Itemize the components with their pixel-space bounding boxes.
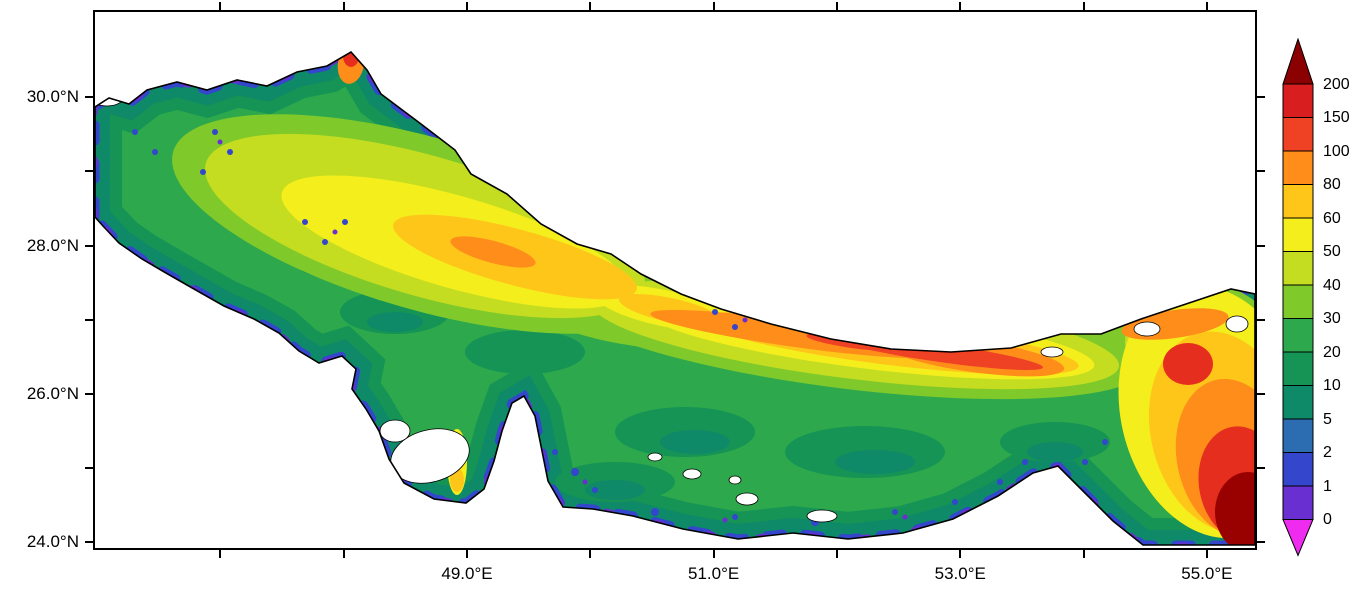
y-tick [1255, 467, 1265, 470]
coastline [95, 50, 1255, 546]
colorbar-cell [1282, 117, 1314, 152]
colorbar-cell [1282, 318, 1314, 353]
colorbar-cell [1282, 251, 1314, 286]
y-tick [85, 318, 95, 321]
y-tick [1255, 170, 1265, 173]
colorbar-cell [1282, 184, 1314, 219]
colorbar-label: 80 [1323, 176, 1341, 193]
x-tick [1205, 548, 1208, 558]
x-tick [589, 2, 592, 12]
colorbar-label: 20 [1323, 343, 1341, 361]
gulf-map [95, 50, 1255, 546]
colorbar-label: 100 [1323, 142, 1350, 160]
x-tick [342, 2, 345, 12]
plot-frame [93, 10, 1257, 550]
y-tick [1255, 541, 1265, 544]
colorbar-label: 150 [1323, 109, 1350, 126]
colorbar-cell [1282, 351, 1314, 386]
southeast-deep-zone [1118, 285, 1255, 545]
colorbar-cell [1282, 452, 1314, 487]
colorbar-cell [1282, 519, 1314, 557]
y-tick-label: 26.0°N [26, 384, 79, 403]
colorbar-cell [1282, 418, 1314, 453]
colorbar-cell [1282, 485, 1314, 520]
y-tick-label: 30.0°N [26, 87, 79, 106]
x-tick-label: 51.0°E [688, 564, 740, 583]
x-tick [342, 548, 345, 558]
x-tick [219, 2, 222, 12]
colorbar-label: 5 [1323, 410, 1332, 428]
speckles [132, 129, 1108, 526]
colorbar-label: 50 [1323, 243, 1341, 260]
x-tick-label: 53.0°E [934, 564, 986, 583]
x-tick [589, 548, 592, 558]
colorbar-label: 30 [1323, 310, 1341, 327]
x-tick [1205, 2, 1208, 12]
y-tick [1255, 393, 1265, 395]
y-tick [85, 541, 95, 544]
colorbar-label: 200 [1323, 75, 1350, 93]
x-tick-label: 49.0°E [441, 564, 493, 583]
x-tick [219, 548, 222, 558]
colorbar-cell [1282, 83, 1314, 118]
y-tick [85, 96, 95, 98]
colorbar-label: 60 [1323, 209, 1341, 227]
colorbar-label: 2 [1323, 444, 1332, 461]
y-tick [85, 467, 95, 470]
colorbar-label: 10 [1323, 377, 1341, 394]
x-tick [712, 548, 715, 558]
y-tick [85, 393, 95, 395]
y-tick-label: 24.0°N [26, 532, 79, 552]
x-tick [466, 2, 468, 12]
colorbar-cell [1282, 150, 1314, 185]
y-tick [1255, 244, 1265, 247]
x-tick [835, 2, 838, 12]
x-tick [712, 2, 715, 12]
colorbar-label: 40 [1323, 276, 1341, 294]
y-tick [85, 244, 95, 247]
y-tick [1255, 318, 1265, 321]
colorbar-cell [1282, 38, 1314, 85]
x-tick [835, 548, 838, 558]
x-tick-label: 55.0°E [1181, 564, 1233, 583]
x-tick [959, 548, 962, 558]
colorbar-cell [1282, 284, 1314, 319]
x-tick [1082, 2, 1085, 12]
x-tick [1082, 548, 1085, 558]
x-tick [466, 548, 468, 558]
colorbar [1282, 38, 1314, 557]
y-tick-label: 28.0°N [26, 235, 79, 255]
colorbar-cell [1282, 217, 1314, 252]
x-tick [959, 2, 962, 12]
y-tick [1255, 96, 1265, 98]
colorbar-cell [1282, 385, 1314, 420]
colorbar-label: 0 [1323, 511, 1332, 528]
colorbar-label: 1 [1323, 477, 1332, 495]
y-tick [85, 170, 95, 173]
